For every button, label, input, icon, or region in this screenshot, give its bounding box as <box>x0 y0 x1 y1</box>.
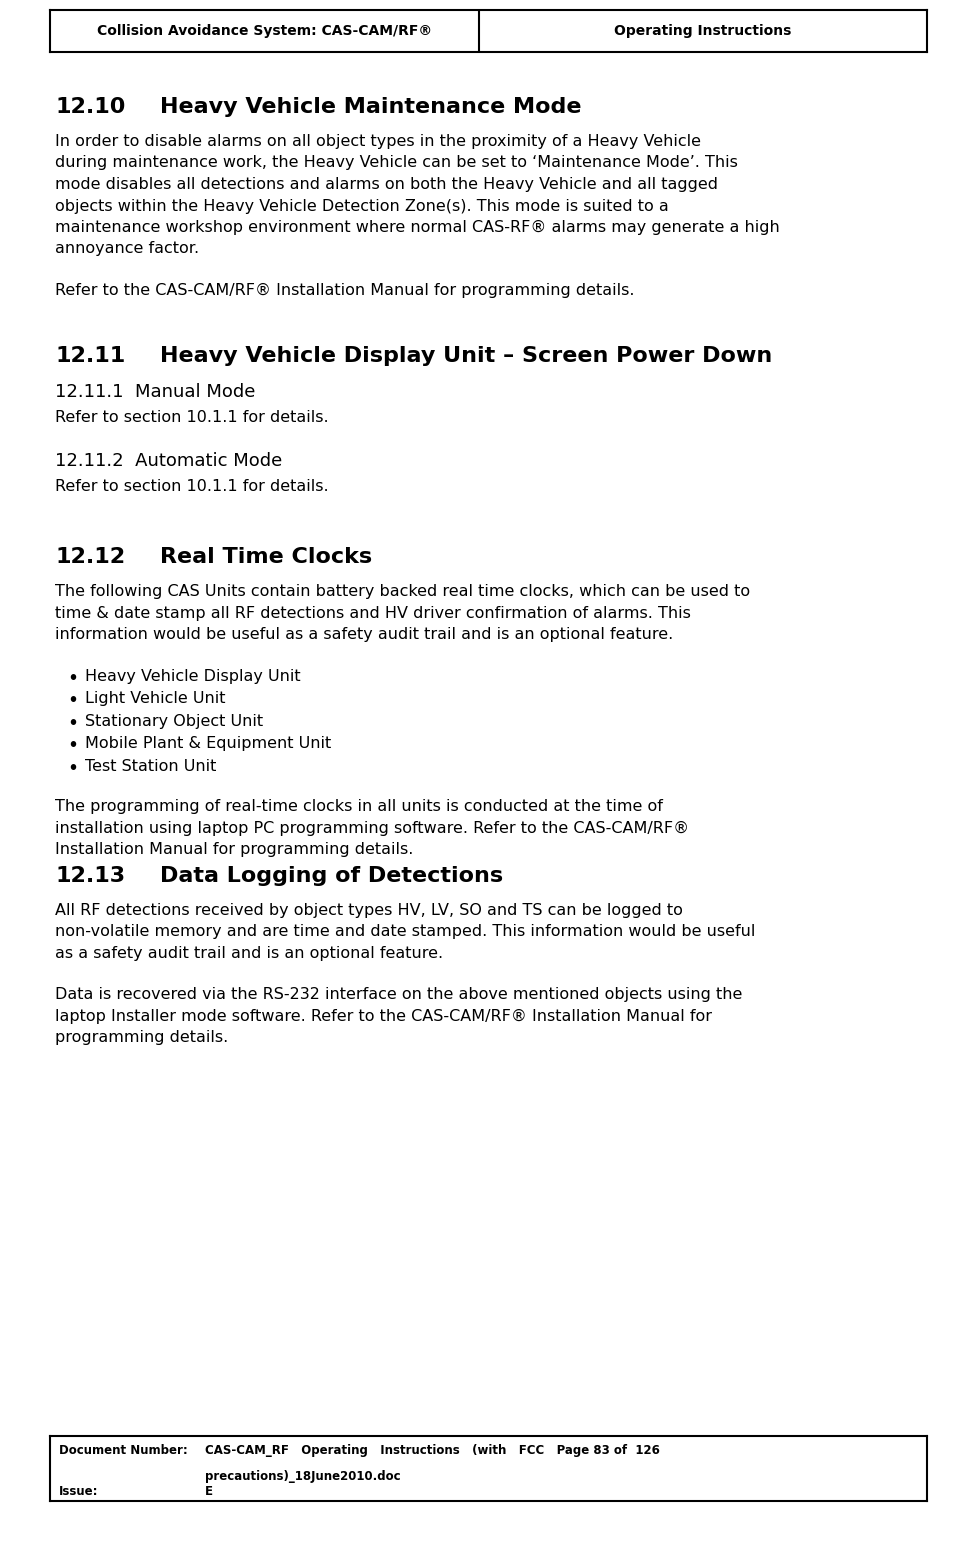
Text: 12.11: 12.11 <box>55 346 125 366</box>
Text: maintenance workshop environment where normal CAS-RF® alarms may generate a high: maintenance workshop environment where n… <box>55 220 780 235</box>
Text: 12.13: 12.13 <box>55 866 125 886</box>
Text: programming details.: programming details. <box>55 1031 229 1045</box>
Text: All RF detections received by object types HV, LV, SO and TS can be logged to: All RF detections received by object typ… <box>55 903 683 918</box>
Text: Stationary Object Unit: Stationary Object Unit <box>85 714 263 730</box>
Text: 12.11.2  Automatic Mode: 12.11.2 Automatic Mode <box>55 451 282 470</box>
Text: •: • <box>67 714 78 733</box>
Text: In order to disable alarms on all object types in the proximity of a Heavy Vehic: In order to disable alarms on all object… <box>55 135 701 148</box>
Text: laptop Installer mode software. Refer to the CAS-CAM/RF® Installation Manual for: laptop Installer mode software. Refer to… <box>55 1010 712 1023</box>
Text: •: • <box>67 759 78 778</box>
Text: Mobile Plant & Equipment Unit: Mobile Plant & Equipment Unit <box>85 736 331 751</box>
Text: Document Number:: Document Number: <box>58 1444 188 1456</box>
Text: •: • <box>67 669 78 688</box>
Text: precautions)_18June2010.doc: precautions)_18June2010.doc <box>205 1470 401 1483</box>
Text: The programming of real-time clocks in all units is conducted at the time of: The programming of real-time clocks in a… <box>55 799 663 815</box>
Text: during maintenance work, the Heavy Vehicle can be set to ‘Maintenance Mode’. Thi: during maintenance work, the Heavy Vehic… <box>55 156 738 170</box>
Text: Test Station Unit: Test Station Unit <box>85 759 216 775</box>
Text: objects within the Heavy Vehicle Detection Zone(s). This mode is suited to a: objects within the Heavy Vehicle Detecti… <box>55 198 669 213</box>
Text: The following CAS Units contain battery backed real time clocks, which can be us: The following CAS Units contain battery … <box>55 584 750 600</box>
Text: Refer to section 10.1.1 for details.: Refer to section 10.1.1 for details. <box>55 411 328 425</box>
Text: •: • <box>67 691 78 711</box>
Text: Refer to the CAS-CAM/RF® Installation Manual for programming details.: Refer to the CAS-CAM/RF® Installation Ma… <box>55 283 634 298</box>
Text: Heavy Vehicle Maintenance Mode: Heavy Vehicle Maintenance Mode <box>160 97 582 117</box>
Text: installation using laptop PC programming software. Refer to the CAS-CAM/RF®: installation using laptop PC programming… <box>55 821 689 836</box>
Text: time & date stamp all RF detections and HV driver confirmation of alarms. This: time & date stamp all RF detections and … <box>55 606 691 621</box>
Text: information would be useful as a safety audit trail and is an optional feature.: information would be useful as a safety … <box>55 628 674 643</box>
Text: Issue:: Issue: <box>58 1484 99 1498</box>
Text: E: E <box>205 1484 213 1498</box>
Text: CAS-CAM_RF   Operating   Instructions   (with   FCC   Page 83 of  126: CAS-CAM_RF Operating Instructions (with … <box>205 1444 660 1456</box>
Text: 12.10: 12.10 <box>55 97 125 117</box>
Text: non-volatile memory and are time and date stamped. This information would be use: non-volatile memory and are time and dat… <box>55 925 755 940</box>
Text: 12.12: 12.12 <box>55 547 125 567</box>
Text: 12.11.1  Manual Mode: 12.11.1 Manual Mode <box>55 383 256 402</box>
Text: annoyance factor.: annoyance factor. <box>55 241 199 257</box>
Text: Data is recovered via the RS-232 interface on the above mentioned objects using : Data is recovered via the RS-232 interfa… <box>55 988 743 1002</box>
Text: Real Time Clocks: Real Time Clocks <box>160 547 372 567</box>
Text: Light Vehicle Unit: Light Vehicle Unit <box>85 691 226 707</box>
Text: •: • <box>67 736 78 756</box>
Text: Heavy Vehicle Display Unit: Heavy Vehicle Display Unit <box>85 669 300 683</box>
Text: mode disables all detections and alarms on both the Heavy Vehicle and all tagged: mode disables all detections and alarms … <box>55 176 718 192</box>
Text: Installation Manual for programming details.: Installation Manual for programming deta… <box>55 843 413 858</box>
Text: as a safety audit trail and is an optional feature.: as a safety audit trail and is an option… <box>55 946 443 962</box>
Text: Heavy Vehicle Display Unit – Screen Power Down: Heavy Vehicle Display Unit – Screen Powe… <box>160 346 772 366</box>
Text: Refer to section 10.1.1 for details.: Refer to section 10.1.1 for details. <box>55 479 328 495</box>
Text: Operating Instructions: Operating Instructions <box>614 25 791 39</box>
Text: Collision Avoidance System: CAS-CAM/RF®: Collision Avoidance System: CAS-CAM/RF® <box>97 25 432 39</box>
Text: Data Logging of Detections: Data Logging of Detections <box>160 866 503 886</box>
